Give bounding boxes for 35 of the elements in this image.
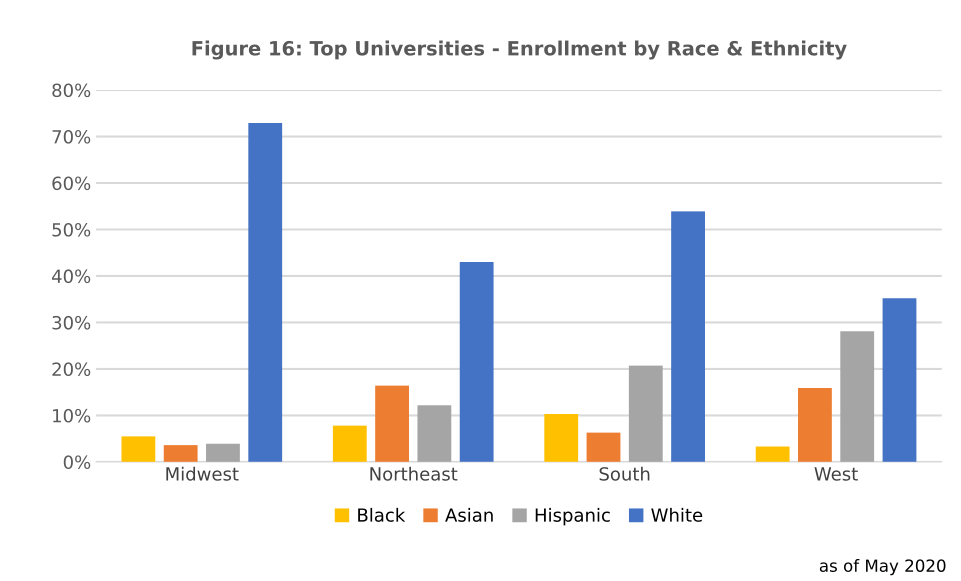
bar <box>756 446 790 462</box>
bar <box>121 436 156 462</box>
y-tick-label: 40% <box>52 269 90 284</box>
x-tick-label: West <box>814 467 858 481</box>
legend-label: Asian <box>445 508 493 522</box>
bar <box>164 445 198 462</box>
y-tick-label: 70% <box>52 130 90 144</box>
bar <box>460 262 494 462</box>
y-tick-label: 20% <box>52 362 90 376</box>
bar <box>798 388 832 462</box>
bar <box>206 444 240 462</box>
legend-label: Hispanic <box>536 508 610 526</box>
bar <box>882 298 916 462</box>
x-tick-label: South <box>600 466 650 481</box>
chart-title: Figure 16: Top Universities - Enrollment by Race & Ethnicity <box>192 40 847 60</box>
y-tick-label: 80% <box>52 84 90 98</box>
bar <box>586 432 620 462</box>
bar <box>417 405 452 462</box>
bar <box>628 366 663 462</box>
text: as of May 2020 <box>820 559 946 576</box>
x-tick-label: Northeast <box>370 466 458 481</box>
y-tick-label: 0% <box>64 455 90 470</box>
y-tick-label: 50% <box>52 222 90 237</box>
bar <box>840 331 874 462</box>
y-tick-label: 60% <box>52 176 90 190</box>
legend-label: White <box>651 508 702 522</box>
bar <box>248 123 282 462</box>
legend-label: Black <box>358 508 406 522</box>
y-tick-label: 10% <box>53 408 90 423</box>
x-tick-label: Midwest <box>166 466 239 481</box>
bar <box>671 211 705 462</box>
bar <box>544 414 578 462</box>
y-tick-label: 30% <box>52 316 90 330</box>
bar <box>375 386 409 462</box>
bar <box>332 426 367 462</box>
